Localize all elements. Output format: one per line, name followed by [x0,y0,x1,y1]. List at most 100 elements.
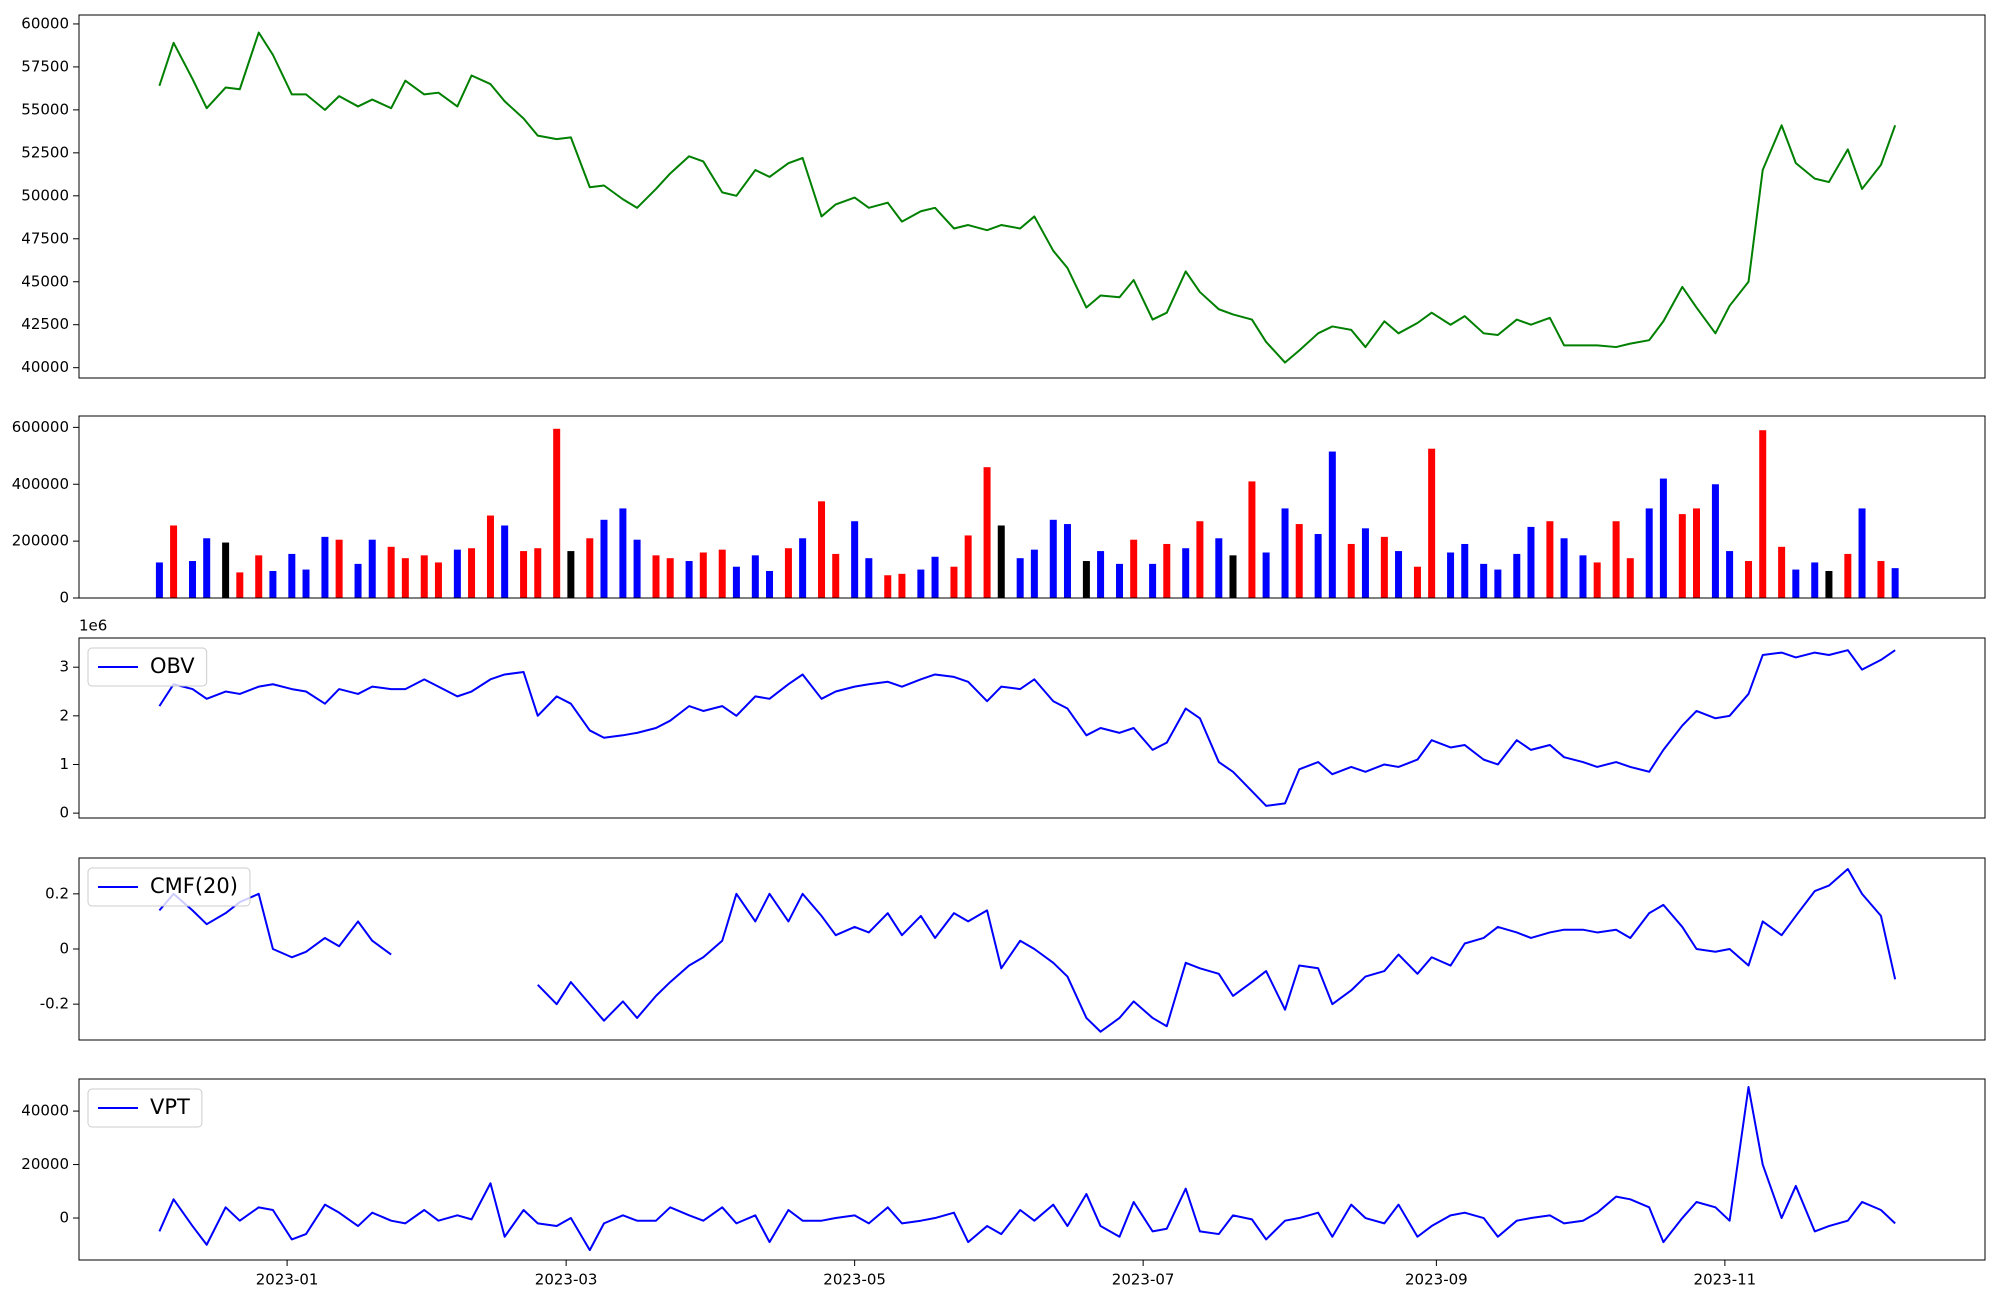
y-tick-label: 3 [59,658,69,676]
panel: 40000 42500 45000 47500 50000 52500 55000 57500… [21,14,1986,379]
bar [1612,521,1620,598]
line [158,1086,1896,1252]
y-tick-label: 60000 [21,14,69,32]
bar [884,575,892,598]
bar [1149,563,1157,598]
bar [950,566,958,598]
y-tick-label: 200000 [12,532,69,550]
bar [1778,546,1786,598]
bar [1063,524,1071,598]
bar [1182,548,1190,598]
legend-label: CMF(20) [150,874,238,898]
bar [818,501,826,598]
bar [170,525,178,598]
legend: VPT [87,1088,203,1128]
bar [434,562,442,598]
line [158,868,1897,1033]
bar [1546,521,1554,598]
bar [335,539,343,598]
bar [666,558,674,598]
bar [553,428,561,598]
bar [1513,553,1521,598]
bar [997,525,1005,598]
bar [1130,539,1138,598]
bar [865,558,873,598]
y-tick-label: 42500 [21,315,69,333]
bar [766,570,774,598]
bar [652,555,660,598]
bar [1877,561,1885,598]
bar [534,548,542,598]
bar [699,552,707,598]
bar [1281,508,1289,598]
y-tick-label: 55000 [21,100,69,118]
x-tick-label: 2023-01 [256,1271,319,1289]
y-tick-label: 20000 [21,1155,69,1173]
bar [1428,448,1436,598]
bar [619,508,627,598]
legend: CMF(20) [87,867,251,907]
bar [1560,538,1568,598]
bar [799,538,807,598]
bar [784,548,792,598]
bar [718,549,726,598]
bar [255,555,263,598]
bar [468,548,476,598]
legend-frame [87,647,208,687]
bar [1726,551,1734,598]
bar [1692,508,1700,598]
bar [1711,484,1719,598]
panel-frame [78,1078,1986,1261]
y-tick-label: 50000 [21,186,69,204]
bar [1413,566,1421,598]
bar [501,525,509,598]
y-tick-label: 0.2 [45,884,69,902]
bar [1579,555,1587,598]
bar [898,573,906,598]
line [158,31,1897,364]
y-tick-label: 1 [59,755,69,773]
y-tick-label: 0 [59,940,69,958]
bar [222,542,230,598]
legend-label: VPT [150,1095,190,1119]
bar [567,551,575,598]
bar [1659,478,1667,598]
bar [189,561,197,598]
bar [851,521,859,598]
bar [1016,558,1024,598]
bar [453,549,461,598]
panel: 0 200000 400000 600000 [12,415,1986,607]
y-tick-label: 40000 [21,1102,69,1120]
bar [1328,451,1336,598]
bar [236,572,244,598]
x-tick-label: 2023-07 [1112,1271,1175,1289]
bar [586,538,594,598]
bar [1361,528,1369,598]
panel-frame [78,637,1986,819]
legend-frame [87,867,251,907]
bar [1678,514,1686,598]
panel: 0 20000 40000 VPT [21,1078,1986,1261]
bar [1215,538,1223,598]
bar [600,519,608,598]
y-tick-label: 45000 [21,272,69,290]
bar [1858,508,1866,598]
bar [832,553,840,598]
legend: OBV [87,647,208,687]
bar [1480,563,1488,598]
bar [633,539,641,598]
x-tick-label: 2023-03 [535,1271,598,1289]
bar [1811,562,1819,598]
bar [1115,563,1123,598]
bar [1030,549,1038,598]
panel-frame [78,415,1986,599]
bar [1097,551,1105,598]
panel-frame [78,14,1986,379]
bar [1447,552,1455,598]
y-tick-label: 0 [59,1209,69,1227]
bar [964,535,972,598]
bar [321,536,329,598]
y-tick-label: 0 [59,589,69,607]
